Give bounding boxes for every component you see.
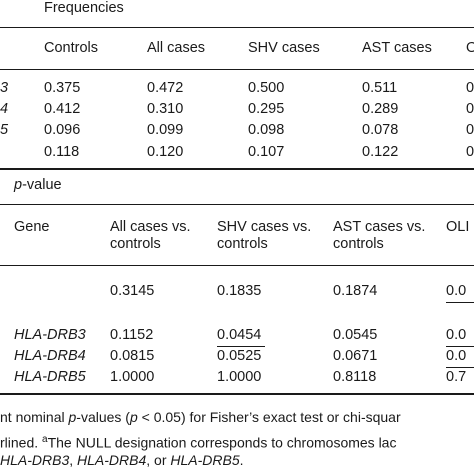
footnote-italic: HLA-DRB4 bbox=[77, 452, 147, 468]
pvalue-heading-rest: -value bbox=[22, 177, 62, 193]
freq-cell: 0.375 bbox=[44, 80, 81, 96]
pval-cell: 1.0000 bbox=[110, 369, 155, 385]
freq-cell: 0.412 bbox=[44, 101, 81, 117]
footnote-text: , bbox=[69, 452, 78, 468]
pval-col-shv-cases-line2: controls bbox=[217, 236, 268, 252]
pval-cell: 0.0545 bbox=[333, 327, 378, 343]
footnote-italic: p bbox=[129, 409, 138, 425]
pval-cell: 0.0454 bbox=[217, 327, 262, 343]
freq-cell: 0.472 bbox=[147, 80, 184, 96]
pval-col-ast-cases-line1: AST cases vs. bbox=[333, 219, 426, 235]
footnote-line-1: nt nominal p-values (p < 0.05) for Fishe… bbox=[0, 409, 401, 426]
footnote-superscript: a bbox=[42, 434, 48, 445]
table-bottom-rule bbox=[0, 393, 474, 395]
significant-underline bbox=[446, 367, 474, 369]
footnote-text: -values ( bbox=[76, 409, 130, 425]
pval-col-gene: Gene bbox=[14, 219, 50, 235]
pval-cell: 1.0000 bbox=[217, 369, 262, 385]
freq-cell: 0 bbox=[466, 122, 474, 138]
freq-cell: 0.500 bbox=[248, 80, 285, 96]
pval-cell: 0.0815 bbox=[110, 348, 155, 364]
footnote-text: nt nominal bbox=[0, 409, 69, 425]
pval-col-all-cases-line1: All cases vs. bbox=[110, 219, 191, 235]
freq-col-ast-cases: AST cases bbox=[362, 40, 432, 56]
freq-cell: 0.098 bbox=[248, 122, 285, 138]
pval-cell: 0.0 bbox=[446, 348, 467, 364]
pval-row-gene: HLA-DRB4 bbox=[14, 348, 86, 364]
footnote-line-2: rlined. aThe NULL designation correspond… bbox=[0, 431, 396, 452]
pvalue-heading-var: p bbox=[14, 177, 23, 193]
freq-col-controls: Controls bbox=[44, 40, 98, 56]
pval-col-oli-line1: OLI bbox=[446, 219, 470, 235]
freq-row-gene: 5 bbox=[0, 122, 9, 138]
pvalue-heading-rule bbox=[0, 204, 474, 205]
pval-cell: 0.1152 bbox=[110, 327, 154, 343]
pvalue-header-rule bbox=[0, 265, 474, 266]
freq-cell: 0.122 bbox=[362, 144, 399, 160]
footnote-italic: p bbox=[68, 409, 77, 425]
significant-underline bbox=[446, 302, 474, 304]
freq-cell: 0 bbox=[466, 101, 474, 117]
freq-cell: 0.107 bbox=[248, 144, 285, 160]
footnote-text: The NULL designation corresponds to chro… bbox=[47, 434, 397, 451]
pval-cell: 0.1835 bbox=[217, 283, 262, 299]
pval-cell: 0.0525 bbox=[217, 348, 262, 364]
freq-cell: 0 bbox=[466, 80, 474, 96]
freq-col-oli: O bbox=[466, 40, 474, 56]
footnote-italic: HLA-DRB3 bbox=[0, 452, 70, 468]
pval-col-shv-cases-line1: SHV cases vs. bbox=[217, 219, 312, 235]
footnote-text: . bbox=[239, 452, 244, 468]
freq-cell: 0 bbox=[466, 144, 474, 160]
freq-cell: 0.099 bbox=[147, 122, 184, 138]
pval-cell: 0.7 bbox=[446, 369, 467, 385]
pvalue-heading: p-value bbox=[14, 177, 62, 194]
pval-cell: 0.0671 bbox=[333, 348, 378, 364]
pval-col-ast-cases-line2: controls bbox=[333, 236, 384, 252]
pval-row-gene: HLA-DRB3 bbox=[14, 327, 86, 343]
freq-cell: 0.096 bbox=[44, 122, 81, 138]
freq-cell: 0.511 bbox=[362, 80, 398, 96]
freq-col-shv-cases: SHV cases bbox=[248, 40, 320, 56]
significant-underline bbox=[217, 346, 265, 348]
pval-cell: 0.8118 bbox=[333, 369, 377, 385]
footnote-line-3: HLA-DRB3, HLA-DRB4, or HLA-DRB5. bbox=[0, 452, 244, 469]
pval-col-all-cases-line2: controls bbox=[110, 236, 161, 252]
freq-cell: 0.295 bbox=[248, 101, 285, 117]
footnote-text: rlined. bbox=[0, 434, 43, 451]
footnote-italic: HLA-DRB5 bbox=[170, 452, 240, 468]
frequencies-header-rule bbox=[0, 69, 474, 70]
freq-cell: 0.118 bbox=[44, 144, 80, 160]
pval-row-gene: HLA-DRB5 bbox=[14, 369, 86, 385]
freq-cell: 0.120 bbox=[147, 144, 184, 160]
significant-underline bbox=[446, 346, 474, 348]
frequencies-heading-rule bbox=[0, 27, 474, 28]
pval-cell: 0.1874 bbox=[333, 283, 378, 299]
freq-cell: 0.310 bbox=[147, 101, 184, 117]
freq-row-gene: 3 bbox=[0, 80, 9, 96]
freq-cell: 0.078 bbox=[362, 122, 399, 138]
section-divider-rule bbox=[0, 168, 474, 170]
freq-col-all-cases: All cases bbox=[147, 40, 206, 56]
pval-cell: 0.3145 bbox=[110, 283, 155, 299]
footnote-text: , or bbox=[146, 452, 171, 468]
frequencies-heading: Frequencies bbox=[44, 0, 124, 16]
pval-cell: 0.0 bbox=[446, 327, 467, 343]
pval-cell: 0.0 bbox=[446, 283, 467, 299]
freq-cell: 0.289 bbox=[362, 101, 399, 117]
freq-row-gene: 4 bbox=[0, 101, 9, 117]
footnote-text: < 0.05) for Fisher’s exact test or chi-s… bbox=[137, 409, 401, 425]
